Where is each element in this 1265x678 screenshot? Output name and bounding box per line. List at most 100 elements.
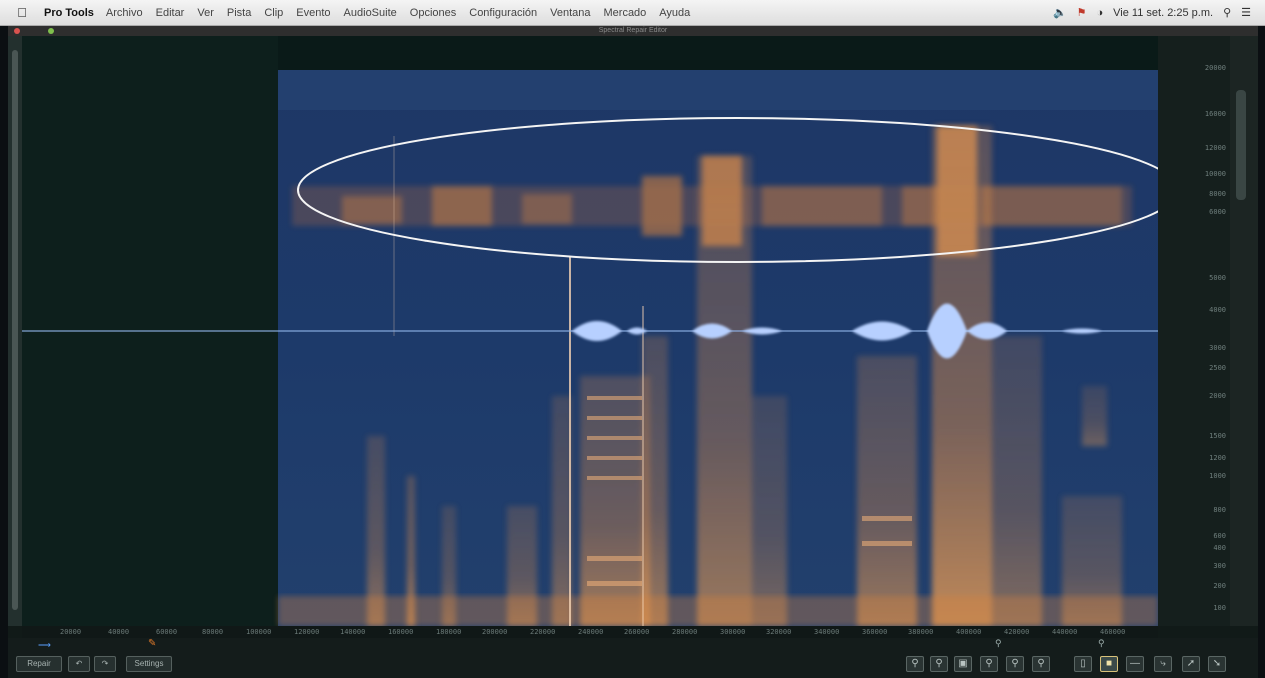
search-icon[interactable]: ⚲ xyxy=(1223,7,1232,19)
apple-icon[interactable]:  xyxy=(0,5,44,20)
time-label: 60000 xyxy=(156,628,178,636)
menu-item-clip[interactable]: Clip xyxy=(264,6,284,19)
zoom-out-button[interactable]: ⚲ xyxy=(930,656,948,672)
menu-item-ayuda[interactable]: Ayuda xyxy=(659,6,691,19)
time-label: 160000 xyxy=(388,628,414,636)
time-label: 300000 xyxy=(720,628,746,636)
freq-label: 16000 xyxy=(1204,110,1226,118)
magnifier-icon: ⚲ xyxy=(1037,658,1045,669)
repair-button[interactable]: Repair xyxy=(16,656,62,672)
time-label: 80000 xyxy=(202,628,224,636)
zoom-in-icon: ⚲ xyxy=(911,658,919,669)
time-label: 380000 xyxy=(908,628,934,636)
time-label: 420000 xyxy=(1004,628,1030,636)
freq-label: 1500 xyxy=(1209,432,1226,440)
box-icon: ■ xyxy=(1105,658,1113,669)
menu-item-ventana[interactable]: Ventana xyxy=(550,6,591,19)
menu-item-opciones[interactable]: Opciones xyxy=(409,6,457,19)
box-select-tool[interactable]: ■ xyxy=(1100,656,1118,672)
time-label: 140000 xyxy=(340,628,366,636)
time-label: 120000 xyxy=(294,628,320,636)
menu-item-archivo[interactable]: Archivo xyxy=(105,6,143,19)
freq-label: 300 xyxy=(1213,562,1226,570)
spectrogram-view[interactable] xyxy=(22,36,1158,626)
zoom-slider-icon[interactable]: ⚲ xyxy=(995,638,1002,648)
wifi-icon[interactable]: ◑ xyxy=(1096,6,1104,19)
brush-icon: ➚ xyxy=(1186,658,1196,669)
freq-label: 800 xyxy=(1213,506,1226,514)
undo-button[interactable]: ↶ xyxy=(68,656,90,672)
close-window-button[interactable] xyxy=(14,28,20,34)
zoom-v-out-icon: ⚲ xyxy=(1011,658,1019,669)
frequency-axis: 20000 16000 12000 10000 8000 6000 5000 4… xyxy=(1158,36,1230,626)
frequency-select-tool[interactable]: — xyxy=(1126,656,1144,672)
vertical-zoom-handle[interactable] xyxy=(1236,90,1246,200)
harmonic-lines xyxy=(587,396,912,586)
brush-tool[interactable]: ➚ xyxy=(1182,656,1200,672)
freq-label: 100 xyxy=(1213,604,1226,612)
menu-item-audiosuite[interactable]: AudioSuite xyxy=(343,6,397,19)
freq-label: 2500 xyxy=(1209,364,1226,372)
status-area: 🔈 ⚑ ◑ Vie 11 set. 2:25 p.m. ⚲ ☰ xyxy=(1052,6,1265,20)
zoom-selection-button[interactable]: ▣ xyxy=(954,656,972,672)
time-label: 340000 xyxy=(814,628,840,636)
bottom-toolbar xyxy=(8,638,1258,678)
settings-button[interactable]: Settings xyxy=(126,656,172,672)
clock[interactable]: Vie 11 set. 2:25 p.m. xyxy=(1113,6,1214,19)
zoom-in-button[interactable]: ⚲ xyxy=(906,656,924,672)
menu-item-evento[interactable]: Evento xyxy=(296,6,331,19)
window-title: Spectral Repair Editor xyxy=(598,27,668,34)
menu-item-ver[interactable]: Ver xyxy=(197,6,214,19)
menu-list-icon[interactable]: ☰ xyxy=(1241,7,1251,19)
freq-label: 20000 xyxy=(1204,64,1226,72)
menu-item-editar[interactable]: Editar xyxy=(155,6,185,19)
menu-bar:  Pro Tools Archivo Editar Ver Pista Cli… xyxy=(0,0,1265,26)
freq-label: 5000 xyxy=(1209,274,1226,282)
redo-button[interactable]: ↷ xyxy=(94,656,116,672)
freq-label: 600 xyxy=(1213,532,1226,540)
time-label: 360000 xyxy=(862,628,888,636)
time-ruler: 20000 40000 60000 80000 100000 120000 14… xyxy=(22,626,1158,638)
zoom-v-in-icon: ⚲ xyxy=(985,658,993,669)
freq-label: 2000 xyxy=(1209,392,1226,400)
time-label: 40000 xyxy=(108,628,130,636)
window-titlebar: Spectral Repair Editor xyxy=(8,26,1258,36)
lasso-icon: ⤷ xyxy=(1160,658,1166,669)
playhead-icon[interactable]: ⟶ xyxy=(38,640,51,650)
zoom-vertical-in-button[interactable]: ⚲ xyxy=(980,656,998,672)
time-label: 100000 xyxy=(246,628,272,636)
zoom-reset-button[interactable]: ⚲ xyxy=(1032,656,1050,672)
app-menu[interactable]: Pro Tools xyxy=(44,6,94,19)
time-label: 440000 xyxy=(1052,628,1078,636)
time-label: 20000 xyxy=(60,628,82,636)
spectrogram-svg xyxy=(22,36,1158,626)
volume-icon[interactable]: 🔈 xyxy=(1052,7,1067,19)
time-label: 320000 xyxy=(766,628,792,636)
minus-icon: — xyxy=(1130,658,1140,669)
undo-icon: ↶ xyxy=(75,659,83,668)
zoom-vertical-out-button[interactable]: ⚲ xyxy=(1006,656,1024,672)
waveform xyxy=(572,303,1102,359)
lasso-tool[interactable]: ⤷ xyxy=(1154,656,1172,672)
freq-label: 1200 xyxy=(1209,454,1226,462)
time-label: 240000 xyxy=(578,628,604,636)
menu-item-mercado[interactable]: Mercado xyxy=(603,6,647,19)
time-select-tool[interactable]: ▯ xyxy=(1074,656,1092,672)
freq-label: 1000 xyxy=(1209,472,1226,480)
freq-label: 400 xyxy=(1213,544,1226,552)
minimize-window-button[interactable] xyxy=(48,28,54,34)
time-label: 280000 xyxy=(672,628,698,636)
menu-item-pista[interactable]: Pista xyxy=(226,6,252,19)
zoom-slider-icon-right[interactable]: ⚲ xyxy=(1098,638,1105,648)
flag-icon[interactable]: ⚑ xyxy=(1076,7,1087,19)
freq-label: 3000 xyxy=(1209,344,1226,352)
time-label: 200000 xyxy=(482,628,508,636)
time-label: 180000 xyxy=(436,628,462,636)
magic-wand-tool[interactable]: ➘ xyxy=(1208,656,1226,672)
left-scroll-handle[interactable] xyxy=(12,50,18,610)
redo-icon: ↷ xyxy=(101,659,109,668)
freq-label: 6000 xyxy=(1209,208,1226,216)
menu-item-configuracion[interactable]: Configuración xyxy=(469,6,538,19)
pencil-icon[interactable]: ✎ xyxy=(148,638,157,649)
time-label: 460000 xyxy=(1100,628,1126,636)
